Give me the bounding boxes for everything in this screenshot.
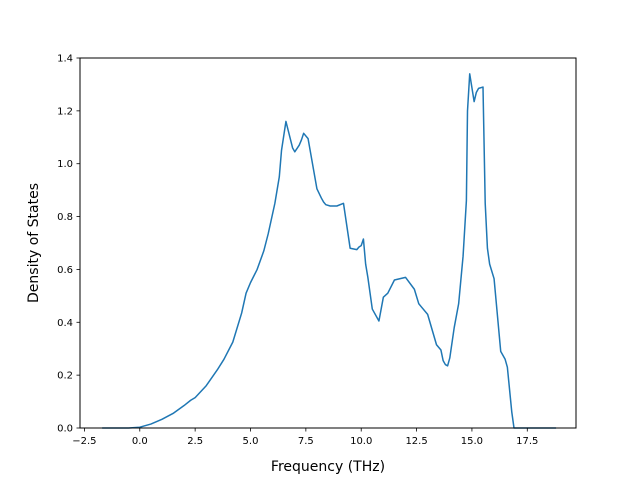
y-tick-label: 0.2 [57,371,73,382]
x-tick-label: 0.0 [132,436,148,447]
y-tick-label: 0.6 [57,265,73,276]
y-tick-label: 0.0 [57,424,73,435]
y-tick-label: 0.4 [57,318,73,329]
x-tick-label: 17.5 [516,436,538,447]
x-tick-label: 12.5 [405,436,427,447]
y-axis-label: Density of States [26,183,42,303]
x-tick-label: 10.0 [350,436,372,447]
y-tick-label: 1.4 [57,54,73,65]
dos-series-line [102,73,557,429]
y-tick-label: 1.2 [57,106,73,117]
x-tick-label: 2.5 [187,436,203,447]
plot-line-layer [102,73,557,429]
y-axis-ticks: 0.0 0.2 0.4 0.6 0.8 1.0 1.2 1.4 [57,54,80,435]
x-tick-label: −2.5 [72,436,96,447]
x-axis-label: Frequency (THz) [271,459,385,475]
x-axis-ticks: −2.5 0.0 2.5 5.0 7.5 10.0 12.5 15.0 17.5 [72,428,538,447]
plot-frame [79,57,577,429]
x-tick-label: 7.5 [298,436,314,447]
y-tick-label: 1.0 [57,159,73,170]
x-tick-label: 5.0 [243,436,259,447]
y-tick-label: 0.8 [57,212,73,223]
x-tick-label: 15.0 [461,436,483,447]
